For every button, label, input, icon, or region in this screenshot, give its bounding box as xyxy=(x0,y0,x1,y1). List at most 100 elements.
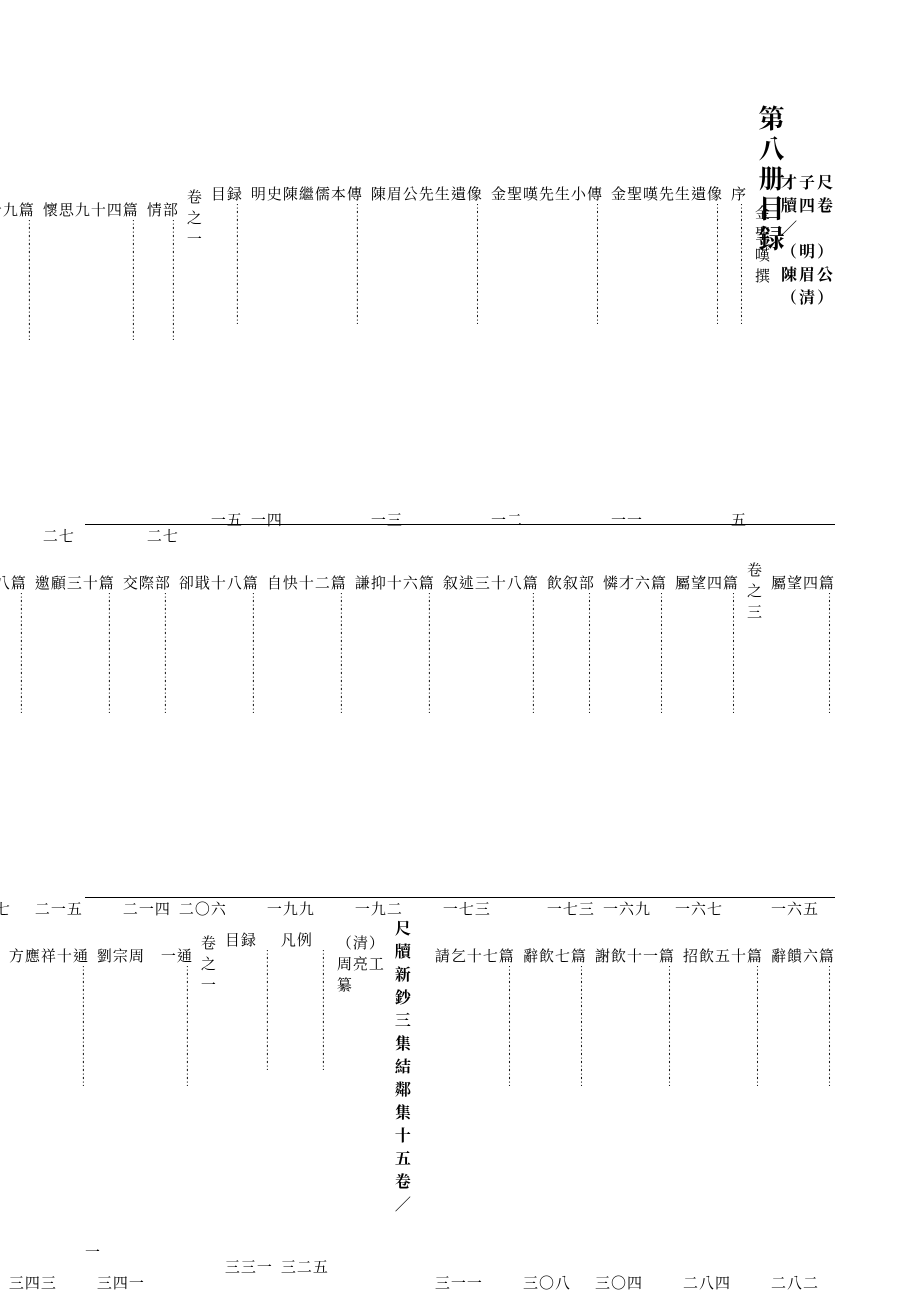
entry-page: 一五 xyxy=(211,512,243,529)
entry-label: 陳眉公先生遺像 xyxy=(371,186,483,203)
entry-dots xyxy=(0,219,35,528)
entry-dots xyxy=(771,592,835,901)
entry-label: 凡例 xyxy=(281,932,329,949)
toc-entry: 目録三三一 xyxy=(225,932,273,1275)
book-title: 才子尺牘四卷／（明）陳眉公（清） xyxy=(781,170,835,512)
entry-page: 三二五 xyxy=(281,1259,329,1276)
entry-dots xyxy=(251,203,363,512)
entry-page: 一一 xyxy=(611,512,723,529)
toc-entry: 情部二七 xyxy=(147,202,179,544)
entry-page: 二七 xyxy=(147,528,179,545)
toc-row-3: 辭饋六篇二八二招飲五十篇二八四謝飲十一篇三〇四辭飲七篇三〇八請乞十七篇三一一尺牘… xyxy=(85,916,835,1271)
entry-dots xyxy=(371,203,483,512)
entry-label: 辭饋六篇 xyxy=(771,948,835,965)
toc-entry: 劉宗周 一通三四一 xyxy=(97,948,193,1291)
entry-dots xyxy=(35,592,115,901)
entry-page: 一二 xyxy=(491,512,603,529)
entry-label: 叙述三十八篇 xyxy=(443,575,539,592)
toc-entry: 金聖嘆先生遺像一一 xyxy=(611,186,723,528)
entry-page: 二八四 xyxy=(683,1275,763,1292)
entry-label: 自快十二篇 xyxy=(267,575,347,592)
entry-dots xyxy=(611,203,723,512)
section-header: 卷之三 xyxy=(747,559,763,885)
entry-label: 目録 xyxy=(211,186,243,203)
entry-page: 二一五 xyxy=(35,901,115,918)
toc-body: 才子尺牘四卷／（明）陳眉公（清）金聖嘆撰序五金聖嘆先生遺像一一金聖嘆先生小傳一二… xyxy=(85,170,835,1271)
entry-dots xyxy=(443,592,539,901)
toc-row-2: 屬望四篇一六五卷之三屬望四篇一六七憐才六篇一六九飲叙部一七三叙述三十八篇一七三謙… xyxy=(85,543,835,898)
toc-entry: 交際部二一四 xyxy=(123,575,171,917)
entry-label: 金聖嘆先生遺像 xyxy=(611,186,723,203)
toc-entry: 邀顧三十篇二一五 xyxy=(35,575,115,917)
toc-entry: 招飲五十篇二八四 xyxy=(683,948,763,1291)
entry-page: 二二七 xyxy=(0,901,27,918)
entry-page: 三四六 xyxy=(0,1275,1,1292)
page-number: 一 xyxy=(85,1241,100,1262)
entry-dots xyxy=(355,592,435,901)
entry-dots xyxy=(731,203,747,512)
entry-page: 二七 xyxy=(43,528,139,545)
entry-dots xyxy=(0,965,1,1275)
entry-page: 一七三 xyxy=(547,901,595,918)
toc-entry: 明史陳繼儒本傳一四 xyxy=(251,186,363,528)
entry-page: 五 xyxy=(731,512,747,529)
entry-label: 明史陳繼儒本傳 xyxy=(251,186,363,203)
entry-page: 三〇四 xyxy=(595,1275,675,1292)
entry-dots xyxy=(211,203,243,512)
entry-label: 金聖嘆先生小傳 xyxy=(491,186,603,203)
toc-entry: 飲叙部一七三 xyxy=(547,575,595,917)
entry-dots xyxy=(9,965,89,1275)
entry-dots xyxy=(675,592,739,901)
toc-entry: 辭飲七篇三〇八 xyxy=(523,948,587,1291)
toc-entry: 屬望四篇一六七 xyxy=(675,575,739,917)
entry-page: 二一四 xyxy=(123,901,171,918)
entry-page: 二〇六 xyxy=(179,901,259,918)
entry-dots xyxy=(547,592,595,901)
entry-label: 交際部 xyxy=(123,575,171,592)
entry-label: 謙抑十六篇 xyxy=(355,575,435,592)
entry-page: 一六七 xyxy=(675,901,739,918)
entry-dots xyxy=(683,965,763,1275)
entry-label: 懷思九十四篇 xyxy=(43,202,139,219)
entry-label: 招飲五十篇 xyxy=(683,948,763,965)
entry-dots xyxy=(43,219,139,528)
entry-page: 一六五 xyxy=(771,901,835,918)
entry-dots xyxy=(603,592,667,901)
entry-label: 請乞十七篇 xyxy=(435,948,515,965)
entry-label: 序 xyxy=(731,186,747,203)
toc-entry: 序五 xyxy=(731,186,747,528)
entry-page: 一九九 xyxy=(267,901,347,918)
entry-page: 三三一 xyxy=(225,1259,273,1276)
entry-label: 劉宗周 一通 xyxy=(97,948,193,965)
entry-dots xyxy=(435,965,515,1275)
entry-page: 三四一 xyxy=(97,1275,193,1292)
toc-entry: 目録一五 xyxy=(211,186,243,528)
entry-page: 三〇八 xyxy=(523,1275,587,1292)
entry-dots xyxy=(123,592,171,901)
toc-entry: 請乞十七篇三一一 xyxy=(435,948,515,1291)
toc-entry: 凡例三二五 xyxy=(281,932,329,1275)
entry-label: 曹宗璠十通 xyxy=(0,948,1,965)
entry-label: 飲叙部 xyxy=(547,575,595,592)
entry-label: 邀顧三十篇 xyxy=(35,575,115,592)
toc-entry: 叙述三十八篇一七三 xyxy=(443,575,539,917)
entry-dots xyxy=(179,592,259,901)
entry-page: 一九二 xyxy=(355,901,435,918)
entry-label: 憐才六篇 xyxy=(603,575,667,592)
toc-entry: 謝顧八篇二二七 xyxy=(0,575,27,917)
author-line: （清）周亮工纂 xyxy=(337,932,385,1259)
entry-dots xyxy=(0,592,27,901)
toc-entry: 懷思九十四篇二七 xyxy=(43,202,139,544)
toc-entry: 惜别三十九篇六三 xyxy=(0,202,35,544)
entry-dots xyxy=(523,965,587,1275)
entry-dots xyxy=(147,219,179,528)
entry-dots xyxy=(281,949,329,1259)
entry-page: 一四 xyxy=(251,512,363,529)
entry-dots xyxy=(225,949,273,1259)
entry-page: 二八二 xyxy=(771,1275,835,1292)
entry-dots xyxy=(267,592,347,901)
entry-page: 六三 xyxy=(0,528,35,545)
toc-entry: 卻戢十八篇二〇六 xyxy=(179,575,259,917)
entry-label: 卻戢十八篇 xyxy=(179,575,259,592)
author-line: 金聖嘆撰 xyxy=(755,202,771,512)
